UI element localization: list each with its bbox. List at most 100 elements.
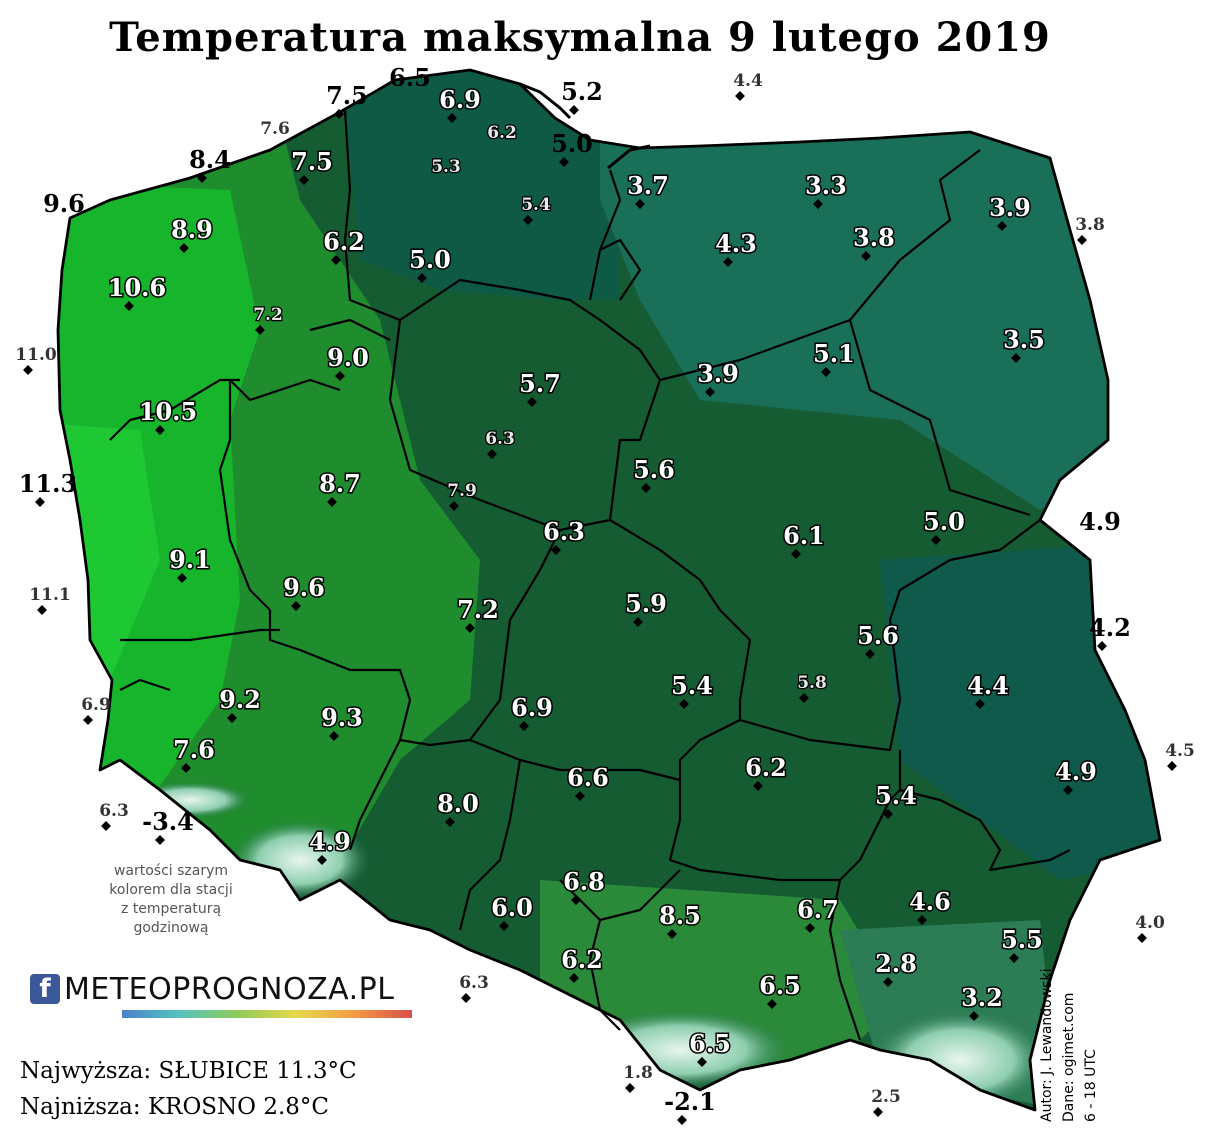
station-marker-icon: [499, 921, 509, 931]
station-value: 6.5: [759, 971, 801, 1000]
station-marker-icon: [753, 781, 763, 791]
station-value: 6.3: [485, 429, 515, 449]
station-marker-icon: [569, 105, 579, 115]
station-value: 7.2: [253, 305, 283, 325]
station-marker-icon: [969, 1011, 979, 1021]
station-marker-icon: [83, 715, 93, 725]
station-marker-icon: [487, 449, 497, 459]
station-value: 9.6: [283, 573, 325, 602]
station-marker-icon: [155, 425, 165, 435]
station-value: 4.6: [909, 887, 951, 916]
station-value: 5.0: [409, 245, 451, 274]
station-marker-icon: [805, 923, 815, 933]
station-value: 5.3: [431, 157, 461, 177]
station-marker-icon: [571, 895, 581, 905]
station-marker-icon: [1077, 235, 1087, 245]
facebook-icon[interactable]: f: [30, 974, 60, 1004]
station-value: 9.2: [219, 685, 261, 714]
station-value: 6.3: [543, 517, 585, 546]
station-marker-icon: [1137, 933, 1147, 943]
station-marker-icon: [559, 157, 569, 167]
station-value: 5.8: [797, 673, 827, 693]
logo-color-stripe: [122, 1010, 412, 1018]
logo-text: METEOPROGNOZA.PL: [64, 971, 395, 1007]
station-marker-icon: [331, 255, 341, 265]
station-marker-icon: [445, 817, 455, 827]
station-value: 6.0: [491, 893, 533, 922]
credits: Autor: J. Lewandowski Dane: ogimet.com 6…: [1036, 969, 1102, 1122]
station-value: 9.6: [43, 189, 85, 218]
station-marker-icon: [677, 1115, 687, 1125]
station-value: 8.9: [171, 215, 213, 244]
station-value: 6.2: [745, 753, 787, 782]
station-marker-icon: [799, 693, 809, 703]
station-value: 3.8: [853, 223, 895, 252]
station-value: 2.8: [875, 949, 917, 978]
station-marker-icon: [35, 497, 45, 507]
station-marker-icon: [23, 365, 33, 375]
station-value: 4.2: [1089, 613, 1131, 642]
station-value: 9.0: [327, 343, 369, 372]
station-marker-icon: [569, 973, 579, 983]
station-value: 3.2: [961, 983, 1003, 1012]
station-value: 4.9: [1079, 507, 1121, 536]
station-value: 4.3: [715, 229, 757, 258]
station-value: 9.3: [321, 703, 363, 732]
station-marker-icon: [197, 173, 207, 183]
station-value: 5.6: [857, 621, 899, 650]
station-value: 6.9: [439, 85, 481, 114]
station-value: 6.2: [561, 945, 603, 974]
station-value: 5.4: [671, 671, 713, 700]
station-value: 10.6: [108, 273, 166, 302]
station-marker-icon: [1167, 761, 1177, 771]
station-value: 6.9: [81, 695, 111, 715]
station-marker-icon: [821, 367, 831, 377]
station-marker-icon: [417, 273, 427, 283]
station-marker-icon: [735, 91, 745, 101]
station-value: 5.1: [813, 339, 855, 368]
station-value: 8.7: [319, 469, 361, 498]
station-marker-icon: [519, 721, 529, 731]
station-marker-icon: [635, 199, 645, 209]
station-value: 5.6: [633, 455, 675, 484]
map-title: Temperatura maksymalna 9 lutego 2019: [109, 14, 1051, 61]
station-value: 5.0: [551, 129, 593, 158]
station-marker-icon: [227, 713, 237, 723]
station-value: 6.1: [783, 521, 825, 550]
note-line: godzinową: [133, 920, 209, 936]
meteoprognoza-logo[interactable]: f METEOPROGNOZA.PL: [30, 966, 412, 1018]
station-marker-icon: [873, 1107, 883, 1117]
station-value: 4.4: [733, 71, 763, 91]
station-value: 4.9: [1055, 757, 1097, 786]
station-marker-icon: [791, 549, 801, 559]
region-borders: [109, 109, 1071, 1041]
station-marker-icon: [679, 699, 689, 709]
credits-data-source: Dane: ogimet.com: [1061, 992, 1077, 1122]
station-marker-icon: [527, 397, 537, 407]
station-value: 7.2: [457, 595, 499, 624]
station-marker-icon: [723, 257, 733, 267]
station-value: 8.4: [189, 145, 231, 174]
station-marker-icon: [37, 605, 47, 615]
station-value: 11.1: [29, 585, 70, 605]
station-marker-icon: [155, 835, 165, 845]
station-marker-icon: [523, 215, 533, 225]
station-marker-icon: [291, 601, 301, 611]
station-value: 5.2: [561, 77, 603, 106]
stations-layer: 9.68.47.67.56.5 5.2 4.45.06.96.25.35.47.58…: [15, 63, 1195, 1125]
station-value: 5.4: [875, 781, 917, 810]
station-value: 4.5: [1165, 741, 1195, 761]
station-value: 3.5: [1003, 325, 1045, 354]
station-value: 9.1: [169, 545, 211, 574]
station-value: -2.1: [664, 1087, 716, 1116]
vistula-spit: [607, 144, 651, 170]
hel-peninsula: [519, 82, 572, 120]
station-value: 5.9: [625, 589, 667, 618]
station-marker-icon: [179, 243, 189, 253]
station-value: 7.6: [260, 119, 290, 139]
station-value: 6.3: [99, 801, 129, 821]
station-value: 3.8: [1075, 215, 1105, 235]
station-marker-icon: [697, 1057, 707, 1067]
station-value: 7.5: [326, 81, 368, 110]
